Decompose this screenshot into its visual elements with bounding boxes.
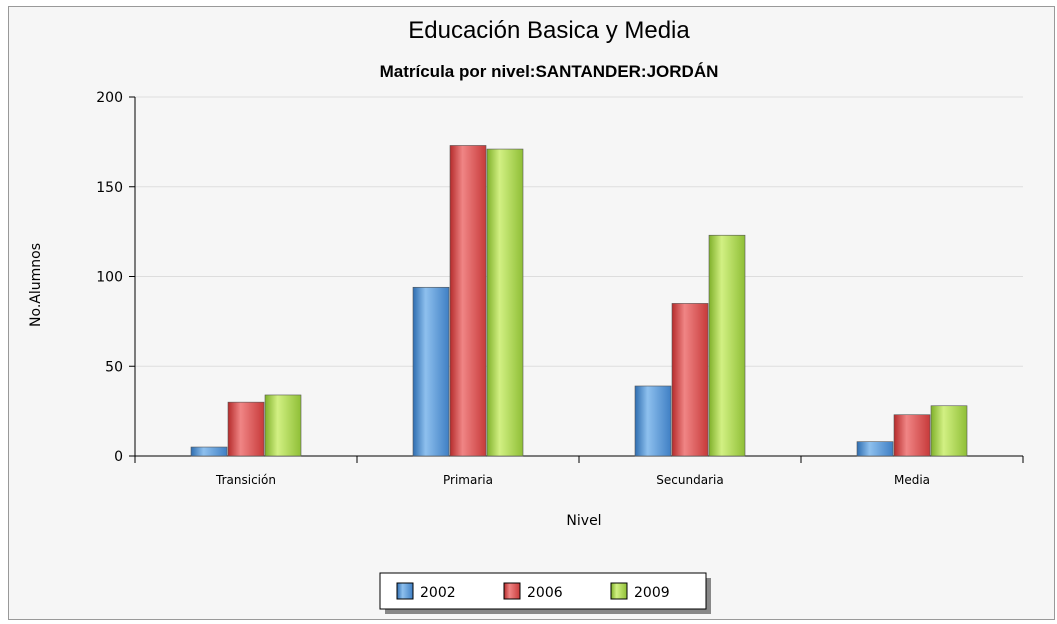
bar-2006-Primaria: [449, 145, 487, 457]
legend-swatch-2006: [503, 582, 521, 600]
chart-title: Educación Basica y Media: [408, 17, 690, 44]
grid-lines: [135, 96, 1023, 367]
x-tick-label: Transición: [215, 473, 276, 487]
chart-container: Educación Basica y Media Matrícula por n…: [8, 6, 1055, 620]
bar-2009-Primaria: [486, 148, 524, 457]
bar-2006-Media: [893, 414, 931, 457]
bar-2002-Media: [856, 441, 894, 457]
legend-swatch-2002: [396, 582, 414, 600]
legend-label-2009: 2009: [634, 585, 670, 601]
bars: [190, 145, 968, 457]
legend-swatch-2009: [610, 582, 628, 600]
bar-2002-Transición: [190, 446, 228, 457]
bar-2009-Media: [930, 405, 968, 457]
bar-2006-Transición: [227, 401, 265, 457]
x-tick-label: Secundaria: [656, 473, 723, 487]
y-tick-label: 200: [96, 90, 123, 106]
y-tick-label: 150: [96, 180, 123, 196]
x-axis-label: Nivel: [566, 513, 601, 529]
legend-label-2006: 2006: [527, 585, 563, 601]
bar-2009-Transición: [264, 394, 302, 457]
tick-labels: 0 50 100 150 200 Transición Primaria Secundaria…: [96, 90, 930, 487]
bar-2009-Secundaria: [708, 234, 746, 457]
bar-2006-Secundaria: [671, 303, 709, 457]
legend: 2002 2006 2009: [379, 572, 711, 614]
chart-subtitle: Matrícula por nivel:SANTANDER:JORDÁN: [380, 62, 719, 81]
x-tick-label: Media: [894, 473, 930, 487]
bar-2002-Primaria: [412, 286, 450, 457]
y-tick-label: 0: [114, 449, 123, 465]
y-tick-label: 100: [96, 270, 123, 286]
y-tick-label: 50: [105, 359, 123, 375]
legend-box: [379, 572, 707, 610]
x-tick-label: Primaria: [443, 473, 493, 487]
y-axis-label: No.Alumnos: [28, 243, 44, 327]
bar-2002-Secundaria: [634, 385, 672, 457]
bar-chart: Educación Basica y Media Matrícula por n…: [28, 17, 1024, 614]
legend-label-2002: 2002: [420, 585, 456, 601]
